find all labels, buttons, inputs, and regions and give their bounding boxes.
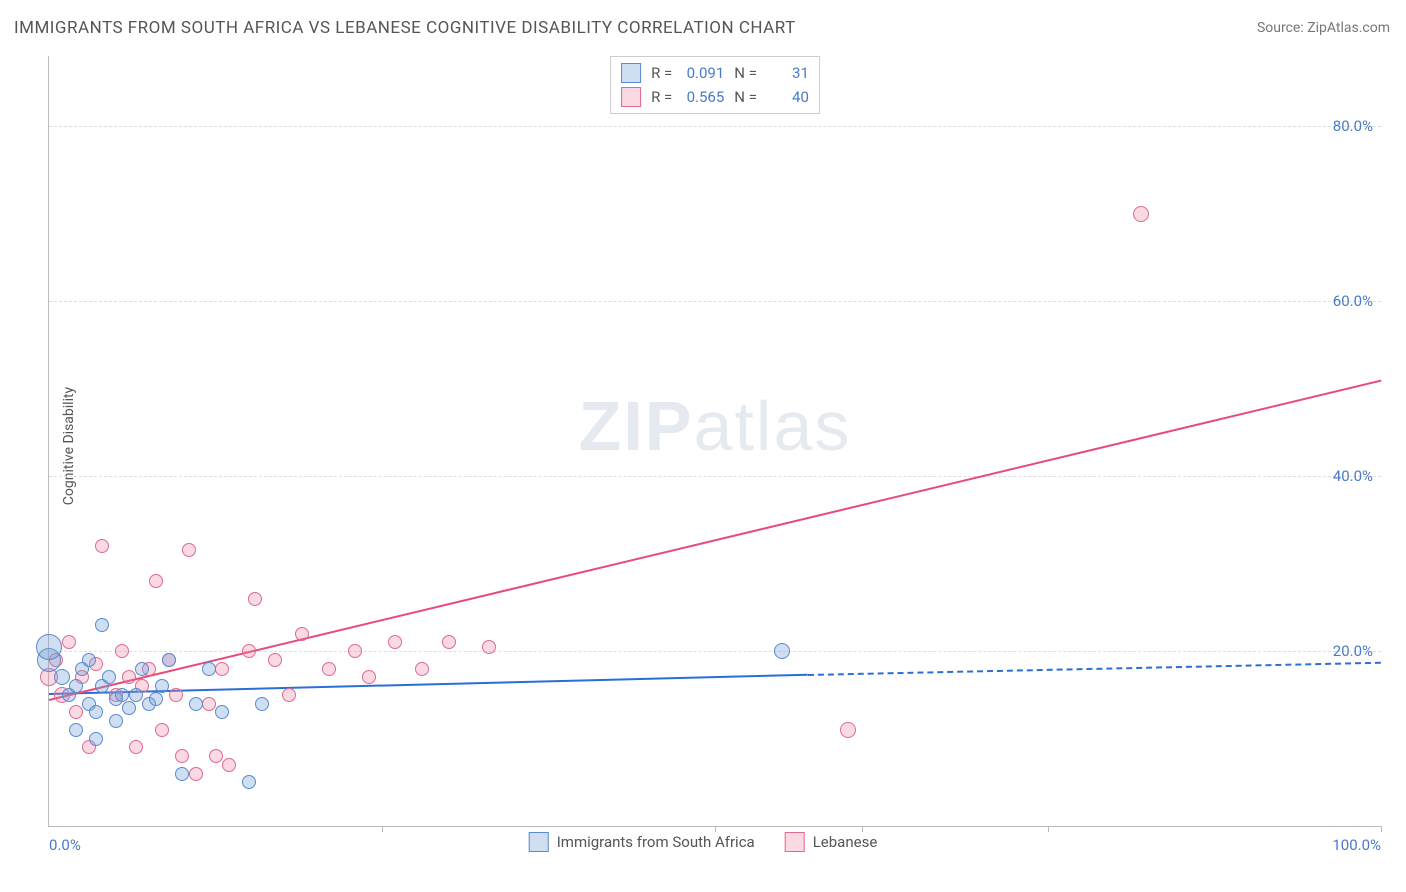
data-point-lebanese bbox=[69, 705, 83, 719]
data-point-lebanese bbox=[122, 670, 136, 684]
n-value-a: 31 bbox=[767, 64, 809, 82]
data-point-south-africa bbox=[109, 714, 123, 728]
data-point-south-africa bbox=[36, 634, 62, 660]
data-point-south-africa bbox=[129, 688, 143, 702]
data-point-lebanese bbox=[155, 723, 169, 737]
data-point-south-africa bbox=[255, 697, 269, 711]
data-point-lebanese bbox=[175, 749, 189, 763]
data-point-south-africa bbox=[89, 705, 103, 719]
gridline bbox=[49, 126, 1381, 127]
data-point-south-africa bbox=[54, 669, 70, 685]
legend-item-b: Lebanese bbox=[785, 832, 878, 852]
data-point-south-africa bbox=[95, 618, 109, 632]
data-point-south-africa bbox=[242, 775, 256, 789]
data-point-south-africa bbox=[155, 679, 169, 693]
watermark-zip: ZIP bbox=[579, 387, 694, 465]
n-value-b: 40 bbox=[767, 88, 809, 106]
data-point-south-africa bbox=[215, 705, 229, 719]
stats-legend: R = 0.091 N = 31 R = 0.565 N = 40 bbox=[610, 56, 820, 114]
data-point-south-africa bbox=[202, 662, 216, 676]
data-point-lebanese bbox=[442, 635, 456, 649]
data-point-south-africa bbox=[175, 767, 189, 781]
source-name: ZipAtlas.com bbox=[1307, 20, 1390, 36]
data-point-south-africa bbox=[774, 643, 790, 659]
data-point-lebanese bbox=[348, 644, 362, 658]
r-label: R = bbox=[651, 64, 672, 82]
data-point-lebanese bbox=[189, 767, 203, 781]
n-label: N = bbox=[734, 88, 757, 106]
data-point-lebanese bbox=[215, 662, 229, 676]
data-point-south-africa bbox=[122, 701, 136, 715]
data-point-lebanese bbox=[282, 688, 296, 702]
data-point-lebanese bbox=[1133, 206, 1149, 222]
watermark: ZIPatlas bbox=[579, 386, 852, 466]
data-point-lebanese bbox=[415, 662, 429, 676]
data-point-south-africa bbox=[89, 732, 103, 746]
data-point-lebanese bbox=[840, 722, 856, 738]
gridline bbox=[49, 476, 1381, 477]
data-point-south-africa bbox=[69, 723, 83, 737]
x-tick-0: 0.0% bbox=[49, 836, 81, 854]
y-tick: 80.0% bbox=[1333, 117, 1373, 135]
data-point-lebanese bbox=[95, 539, 109, 553]
y-tick: 20.0% bbox=[1333, 642, 1373, 660]
data-point-lebanese bbox=[209, 749, 223, 763]
data-point-lebanese bbox=[362, 670, 376, 684]
r-value-b: 0.565 bbox=[682, 88, 724, 106]
data-point-lebanese bbox=[182, 543, 196, 557]
scatter-plot-area: ZIPatlas R = 0.091 N = 31 R = 0.565 N = … bbox=[48, 56, 1381, 827]
data-point-lebanese bbox=[242, 644, 256, 658]
x-tick-100: 100.0% bbox=[1332, 836, 1381, 854]
watermark-atlas: atlas bbox=[694, 387, 852, 465]
swatch-series-a bbox=[621, 63, 641, 83]
x-tick-mark bbox=[1381, 826, 1382, 832]
data-point-south-africa bbox=[149, 692, 163, 706]
swatch-series-b bbox=[621, 87, 641, 107]
data-point-lebanese bbox=[149, 574, 163, 588]
data-point-lebanese bbox=[202, 697, 216, 711]
data-point-lebanese bbox=[322, 662, 336, 676]
data-point-lebanese bbox=[222, 758, 236, 772]
data-point-lebanese bbox=[169, 688, 183, 702]
chart-title: IMMIGRANTS FROM SOUTH AFRICA VS LEBANESE… bbox=[14, 18, 796, 38]
gridline bbox=[49, 301, 1381, 302]
data-point-south-africa bbox=[82, 653, 96, 667]
data-point-south-africa bbox=[135, 662, 149, 676]
data-point-south-africa bbox=[69, 679, 83, 693]
data-point-lebanese bbox=[482, 640, 496, 654]
source-label: Source: bbox=[1257, 20, 1307, 36]
legend-label-b: Lebanese bbox=[813, 833, 878, 851]
data-point-lebanese bbox=[295, 627, 309, 641]
data-point-south-africa bbox=[115, 688, 129, 702]
r-value-a: 0.091 bbox=[682, 64, 724, 82]
trend-line bbox=[808, 662, 1381, 676]
swatch-series-b bbox=[785, 832, 805, 852]
legend-item-a: Immigrants from South Africa bbox=[529, 832, 755, 852]
data-point-lebanese bbox=[248, 592, 262, 606]
x-tick-mark bbox=[1048, 826, 1049, 832]
data-point-south-africa bbox=[189, 697, 203, 711]
y-tick: 40.0% bbox=[1333, 467, 1373, 485]
data-point-south-africa bbox=[162, 653, 176, 667]
data-point-lebanese bbox=[388, 635, 402, 649]
r-label: R = bbox=[651, 88, 672, 106]
data-point-south-africa bbox=[102, 670, 116, 684]
data-point-lebanese bbox=[268, 653, 282, 667]
legend-label-a: Immigrants from South Africa bbox=[557, 833, 755, 851]
stats-row-series-b: R = 0.565 N = 40 bbox=[621, 85, 809, 109]
swatch-series-a bbox=[529, 832, 549, 852]
data-point-lebanese bbox=[129, 740, 143, 754]
n-label: N = bbox=[734, 64, 757, 82]
source-credit: Source: ZipAtlas.com bbox=[1257, 20, 1390, 36]
x-tick-mark bbox=[382, 826, 383, 832]
stats-row-series-a: R = 0.091 N = 31 bbox=[621, 61, 809, 85]
data-point-lebanese bbox=[62, 635, 76, 649]
y-tick: 60.0% bbox=[1333, 292, 1373, 310]
series-legend: Immigrants from South Africa Lebanese bbox=[529, 832, 878, 852]
data-point-lebanese bbox=[115, 644, 129, 658]
